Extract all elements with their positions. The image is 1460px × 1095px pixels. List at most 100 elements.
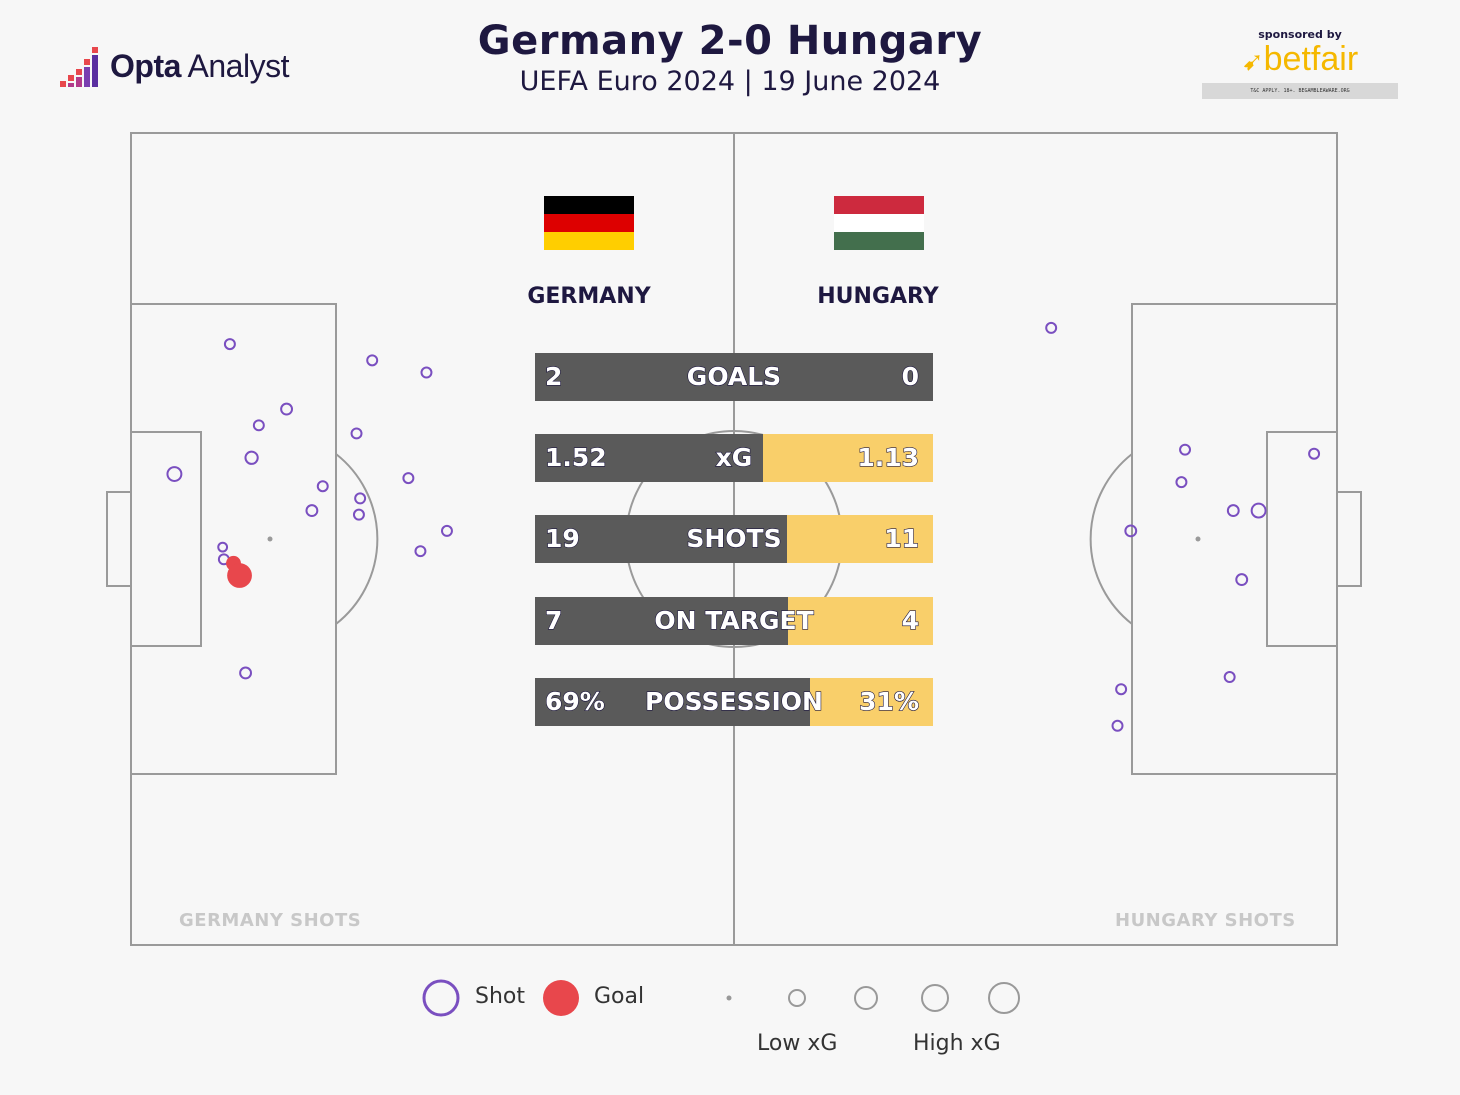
home-penalty-arc xyxy=(335,453,379,625)
stat-home-value: 7 xyxy=(544,605,563,635)
legend-shot-marker xyxy=(422,979,460,1017)
brand-name-light: Analyst xyxy=(187,47,290,84)
stat-label: SHOTS xyxy=(686,523,782,553)
legend-xg-size-3 xyxy=(854,986,878,1010)
away-shot-marker xyxy=(1223,671,1236,684)
home-shot-marker xyxy=(350,427,363,440)
legend-xg-size-2 xyxy=(788,989,806,1007)
stat-home-value: 2 xyxy=(544,361,563,391)
home-shot-marker xyxy=(244,450,259,465)
page-title: Germany 2-0 Hungary xyxy=(477,18,983,64)
home-shot-marker xyxy=(414,545,427,558)
home-penalty-spot xyxy=(267,536,273,542)
flag-stripe xyxy=(544,214,634,232)
home-goal-marker xyxy=(227,563,252,588)
home-penalty-area xyxy=(130,303,337,775)
home-shot-marker xyxy=(305,504,319,518)
stat-row: SHOTS 19 11 xyxy=(535,515,933,563)
opta-logo-icon xyxy=(60,47,98,87)
legend-xg-size-5 xyxy=(988,982,1020,1014)
away-shot-marker xyxy=(1175,476,1188,489)
away-shot-marker xyxy=(1124,524,1138,538)
home-shot-marker xyxy=(354,492,367,505)
home-shot-marker xyxy=(280,402,293,416)
away-shot-marker xyxy=(1226,504,1240,518)
away-shot-marker xyxy=(1235,573,1249,587)
away-goal xyxy=(1336,491,1362,587)
flag-stripe xyxy=(834,214,924,232)
home-shot-marker xyxy=(217,541,229,553)
stat-away-value: 1.13 xyxy=(857,442,920,472)
stat-away-value: 11 xyxy=(884,523,920,553)
away-shot-marker xyxy=(1111,719,1124,732)
home-flag xyxy=(544,196,634,250)
legend-xg-size-4 xyxy=(921,984,949,1012)
away-six-yard-box xyxy=(1266,431,1338,647)
stat-label: GOALS xyxy=(686,361,782,391)
sponsor-terms: T&C APPLY. 18+. BEGAMBLEAWARE.ORG xyxy=(1202,83,1398,99)
away-shots-label: HUNGARY SHOTS xyxy=(1115,910,1296,931)
flag-stripe xyxy=(544,196,634,214)
stat-row: GOALS 2 0 xyxy=(535,353,933,401)
brand-name-bold: Opta xyxy=(110,47,181,84)
home-goal xyxy=(106,491,132,587)
betfair-arrow-icon: ➹ xyxy=(1241,46,1264,76)
sponsor-block: sponsored by ➹betfair T&C APPLY. 18+. BE… xyxy=(1202,28,1398,99)
away-shot-marker xyxy=(1179,443,1192,456)
away-penalty-spot xyxy=(1195,536,1201,542)
legend-goal-label: Goal xyxy=(594,984,645,1009)
flag-stripe xyxy=(544,232,634,250)
away-shot-marker xyxy=(1045,321,1058,334)
home-shot-marker xyxy=(223,338,236,351)
stat-away-value: 4 xyxy=(901,605,920,635)
stat-row: xG 1.52 1.13 xyxy=(535,434,933,482)
stat-away-value: 31% xyxy=(859,686,920,716)
stat-home-value: 69% xyxy=(544,686,605,716)
away-penalty-area xyxy=(1131,303,1338,775)
home-shot-marker xyxy=(239,666,252,680)
home-team-name: GERMANY xyxy=(527,284,651,309)
shots-layer xyxy=(166,321,1321,732)
stat-away-bar xyxy=(763,434,933,482)
betfair-wordmark: betfair xyxy=(1263,40,1359,78)
stat-home-value: 19 xyxy=(544,523,580,553)
home-shot-marker xyxy=(316,480,329,493)
opta-analyst-logo: Opta Analyst xyxy=(58,42,289,90)
stat-row: ON TARGET 7 4 xyxy=(535,597,933,645)
stat-away-bar xyxy=(787,515,933,563)
away-penalty-arc xyxy=(1089,453,1133,625)
page-subtitle: UEFA Euro 2024 | 19 June 2024 xyxy=(519,66,941,97)
legend-low-xg-label: Low xG xyxy=(757,1031,838,1056)
home-shot-marker xyxy=(352,508,365,521)
flag-stripe xyxy=(834,232,924,250)
home-six-yard-box xyxy=(130,431,202,647)
home-shot-marker xyxy=(440,524,453,537)
betfair-logo: ➹betfair xyxy=(1202,41,1398,79)
sponsor-caption: sponsored by xyxy=(1258,28,1342,41)
home-shot-marker xyxy=(166,466,183,482)
home-shot-marker xyxy=(420,366,433,379)
away-team-name: HUNGARY xyxy=(817,284,939,309)
legend-xg-size-1 xyxy=(726,995,732,1001)
stat-label: POSSESSION xyxy=(644,686,823,716)
home-shots-label: GERMANY SHOTS xyxy=(179,910,362,931)
legend-shot-label: Shot xyxy=(475,984,525,1009)
home-shot-marker xyxy=(366,354,379,367)
stat-label: ON TARGET xyxy=(654,605,814,635)
stat-away-bar xyxy=(809,678,933,726)
stat-home-value: 1.52 xyxy=(544,442,607,472)
stat-row: POSSESSION 69% 31% xyxy=(535,678,933,726)
legend xyxy=(422,979,1020,1017)
away-flag xyxy=(834,196,924,250)
away-shot-marker xyxy=(1250,502,1267,519)
away-shot-marker xyxy=(1308,447,1321,460)
title-block: Germany 2-0 Hungary UEFA Euro 2024 | 19 … xyxy=(0,18,1460,97)
legend-goal-marker xyxy=(543,980,579,1016)
legend-high-xg-label: High xG xyxy=(913,1031,1001,1056)
pitch-markings xyxy=(106,132,1362,946)
home-shot-marker xyxy=(402,472,415,485)
flag-stripe xyxy=(834,196,924,214)
stat-away-value: 0 xyxy=(901,361,920,391)
stat-away-bar xyxy=(788,597,933,645)
